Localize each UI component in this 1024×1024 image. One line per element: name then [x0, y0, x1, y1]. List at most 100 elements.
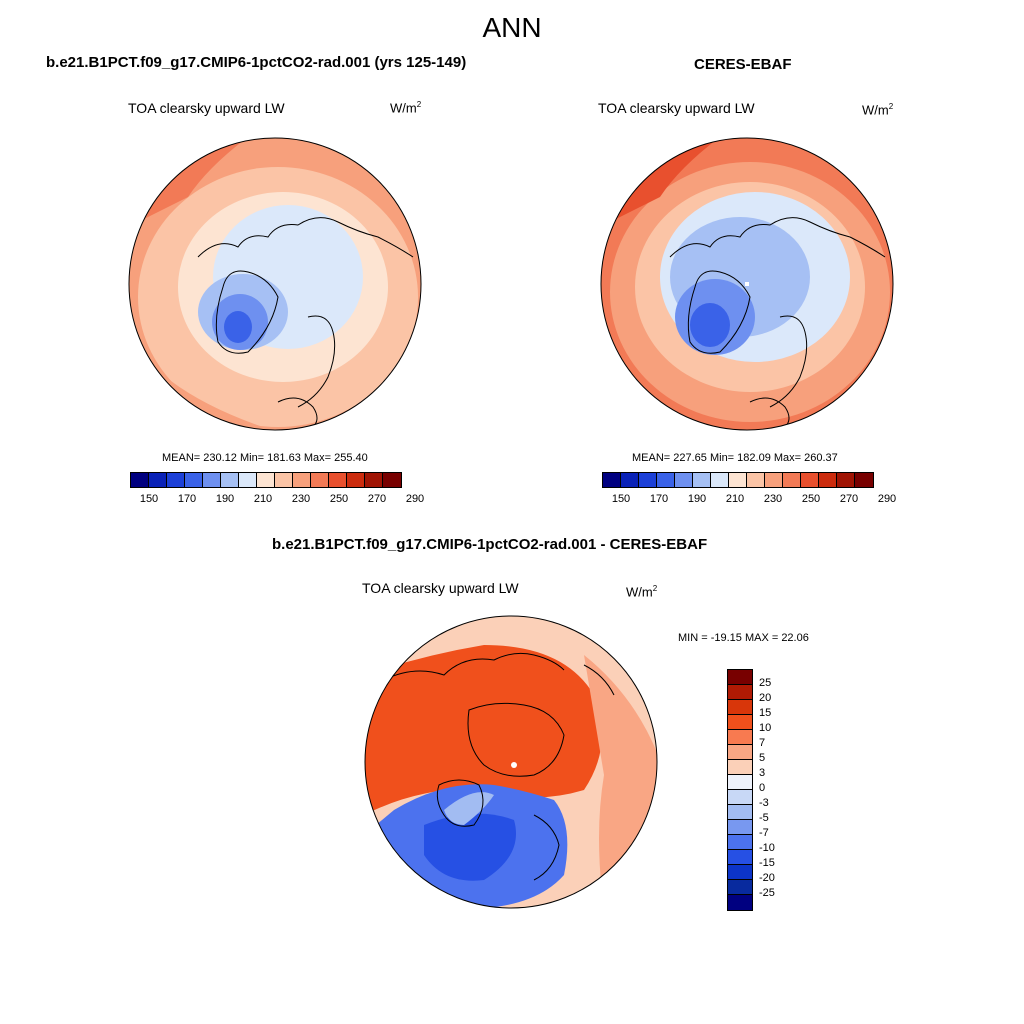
colorbar-tick-label: -3 [759, 797, 769, 809]
colorbar-swatch [728, 835, 752, 850]
colorbar-swatch [311, 473, 329, 487]
colorbar-tick-label: -7 [759, 827, 769, 839]
colorbar-swatch [293, 473, 311, 487]
colorbar-tick-label: -25 [759, 887, 775, 899]
colorbar-tick-label: 250 [329, 493, 349, 505]
colorbar-swatch [728, 775, 752, 790]
colorbar-tick-label: -5 [759, 812, 769, 824]
colorbar-swatch [783, 473, 801, 487]
colorbar-swatch [149, 473, 167, 487]
colorbar-swatch [365, 473, 383, 487]
colorbar-swatch [693, 473, 711, 487]
model-variable-title: TOA clearsky upward LW [128, 100, 285, 116]
diff-colorbar-labels: 25 20 15 10 7 5 3 0 -3 -5 -7 -10 -15 -20 -25 [759, 669, 799, 929]
colorbar-tick-label: 10 [759, 722, 772, 734]
colorbar-swatch [257, 473, 275, 487]
colorbar-tick-label: 190 [215, 493, 235, 505]
colorbar-tick-label: 170 [177, 493, 197, 505]
colorbar-swatch [275, 473, 293, 487]
colorbar-swatch [621, 473, 639, 487]
colorbar-swatch [728, 880, 752, 895]
model-case-title: b.e21.B1PCT.f09_g17.CMIP6-1pctCO2-rad.00… [46, 54, 467, 71]
colorbar-swatch [801, 473, 819, 487]
colorbar-swatch [728, 895, 752, 910]
colorbar-tick-label: 210 [725, 493, 745, 505]
colorbar-swatch [711, 473, 729, 487]
colorbar-swatch [639, 473, 657, 487]
diff-polar-map [364, 615, 658, 909]
diff-stats: MIN = -19.15 MAX = 22.06 [678, 632, 809, 644]
colorbar-tick-label: -20 [759, 872, 775, 884]
colorbar-tick-label: -10 [759, 842, 775, 854]
colorbar-tick-label: 290 [405, 493, 425, 505]
colorbar-tick-label: 250 [801, 493, 821, 505]
colorbar-swatch [728, 685, 752, 700]
colorbar-swatch [383, 473, 401, 487]
obs-stats: MEAN= 227.65 Min= 182.09 Max= 260.37 [632, 452, 838, 464]
colorbar-tick-label: 210 [253, 493, 273, 505]
colorbar-tick-label: 290 [877, 493, 897, 505]
colorbar-swatch [603, 473, 621, 487]
obs-case-title: CERES-EBAF [694, 56, 792, 73]
obs-coastlines [669, 217, 886, 430]
model-colorbar: 150 170 190 210 230 250 270 290 [130, 472, 424, 505]
colorbar-swatch [728, 805, 752, 820]
colorbar-swatch [167, 473, 185, 487]
colorbar-tick-label: 170 [649, 493, 669, 505]
colorbar-tick-label: 230 [763, 493, 783, 505]
colorbar-swatch [765, 473, 783, 487]
figure-title: ANN [482, 12, 542, 43]
colorbar-swatch [329, 473, 347, 487]
colorbar-swatch [221, 473, 239, 487]
colorbar-swatch [747, 473, 765, 487]
colorbar-tick-label: 3 [759, 767, 766, 779]
colorbar-swatch [855, 473, 873, 487]
colorbar-swatch [728, 730, 752, 745]
colorbar-swatch [131, 473, 149, 487]
colorbar-swatch [185, 473, 203, 487]
colorbar-swatch [728, 715, 752, 730]
colorbar-swatch [203, 473, 221, 487]
colorbar-tick-label: 0 [759, 782, 766, 794]
colorbar-tick-label: 150 [611, 493, 631, 505]
diff-coastlines [383, 652, 615, 881]
obs-polar-map [600, 137, 894, 431]
colorbar-tick-label: 7 [759, 737, 766, 749]
obs-variable-title: TOA clearsky upward LW [598, 100, 755, 116]
colorbar-tick-label: 190 [687, 493, 707, 505]
diff-units: W/m2 [626, 584, 658, 600]
diff-variable-title: TOA clearsky upward LW [362, 580, 519, 596]
diff-colorbar [727, 669, 753, 911]
colorbar-tick-label: 20 [759, 692, 772, 704]
model-units: W/m2 [390, 100, 422, 116]
colorbar-swatch [728, 760, 752, 775]
colorbar-tick-label: 230 [291, 493, 311, 505]
colorbar-swatch [728, 670, 752, 685]
colorbar-swatch [729, 473, 747, 487]
colorbar-tick-label: 25 [759, 677, 772, 689]
colorbar-tick-label: 15 [759, 707, 772, 719]
obs-colorbar: 150 170 190 210 230 250 270 290 [602, 472, 896, 505]
obs-units: W/m2 [862, 102, 894, 118]
colorbar-tick-label: 150 [139, 493, 159, 505]
colorbar-swatch [347, 473, 365, 487]
colorbar-swatch [657, 473, 675, 487]
colorbar-tick-label: 270 [367, 493, 387, 505]
colorbar-swatch [728, 865, 752, 880]
colorbar-swatch [728, 745, 752, 760]
colorbar-swatch [728, 790, 752, 805]
colorbar-swatch [728, 820, 752, 835]
colorbar-tick-label: 5 [759, 752, 766, 764]
colorbar-swatch [239, 473, 257, 487]
colorbar-swatch [728, 850, 752, 865]
model-coastlines [197, 217, 414, 430]
model-polar-map [128, 137, 422, 431]
colorbar-tick-label: 270 [839, 493, 859, 505]
colorbar-swatch [837, 473, 855, 487]
colorbar-swatch [728, 700, 752, 715]
model-stats: MEAN= 230.12 Min= 181.63 Max= 255.40 [162, 452, 368, 464]
colorbar-swatch [675, 473, 693, 487]
diff-case-title: b.e21.B1PCT.f09_g17.CMIP6-1pctCO2-rad.00… [272, 536, 708, 553]
colorbar-tick-label: -15 [759, 857, 775, 869]
colorbar-swatch [819, 473, 837, 487]
